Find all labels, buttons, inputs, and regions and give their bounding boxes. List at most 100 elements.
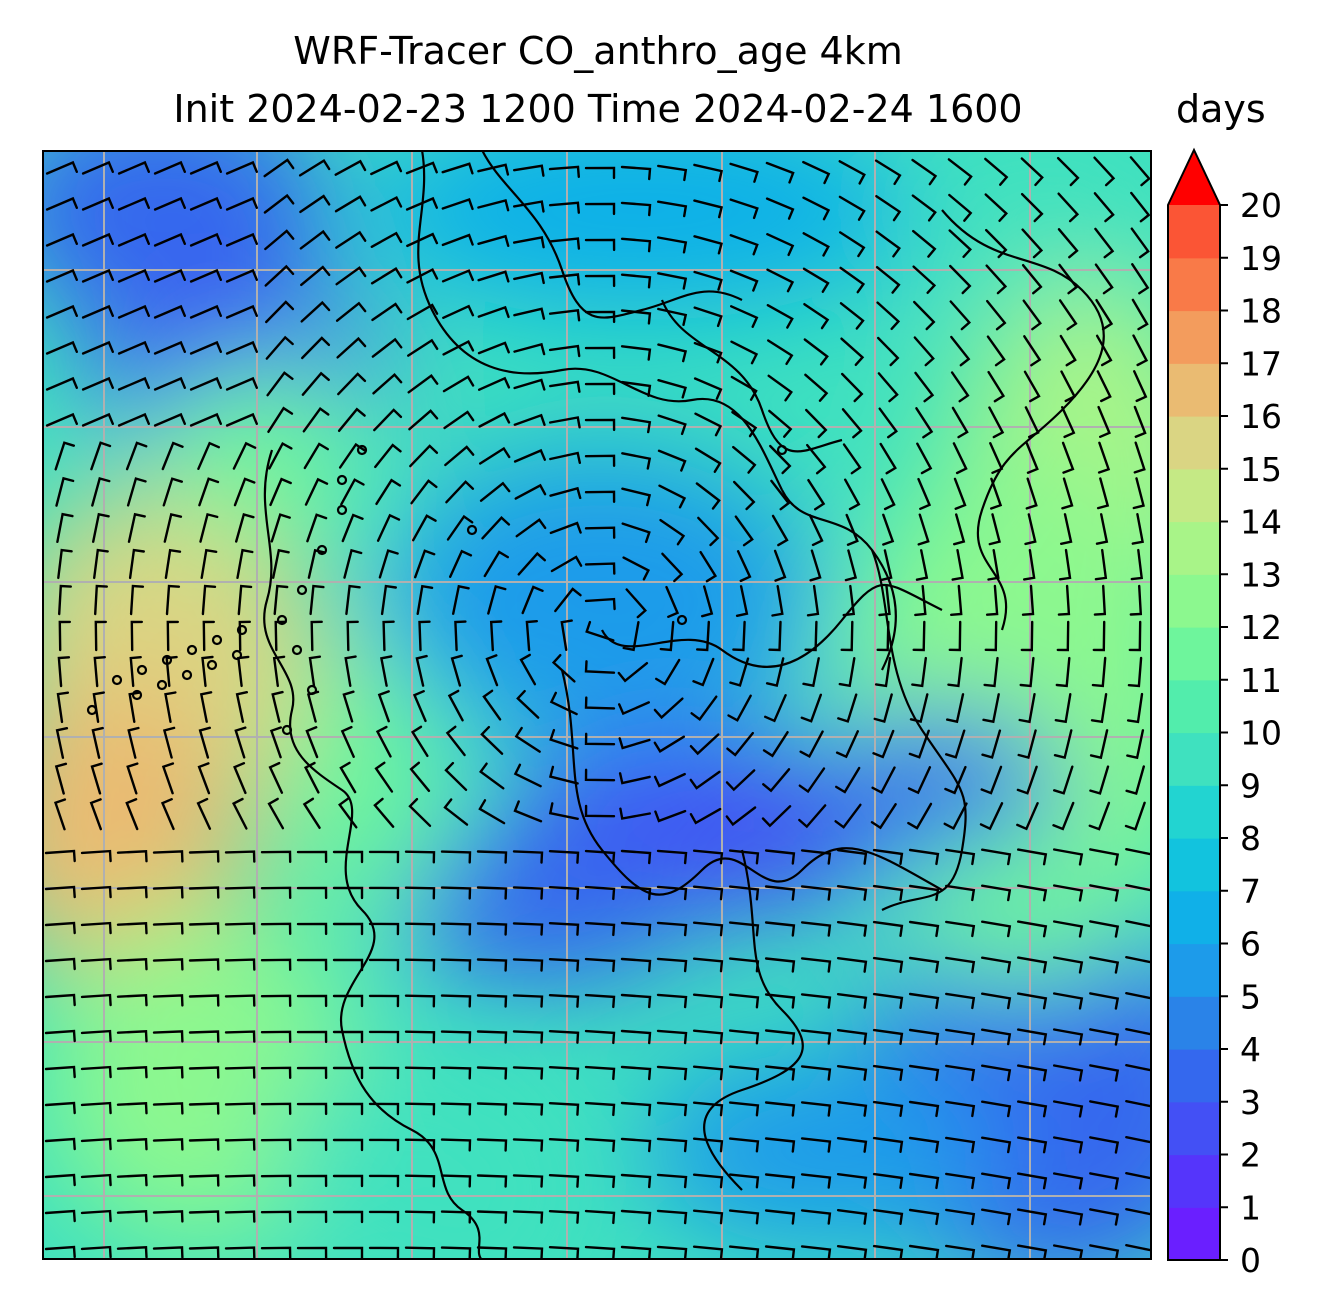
wind-barb bbox=[1057, 228, 1079, 259]
wind-barb bbox=[1091, 656, 1107, 688]
wind-barb bbox=[480, 725, 504, 755]
wind-barb bbox=[584, 993, 616, 1009]
colorbar-swatch bbox=[1168, 838, 1220, 892]
wind-barb bbox=[445, 480, 475, 504]
wind-barb bbox=[584, 166, 616, 180]
wind-barb bbox=[836, 1209, 868, 1225]
wind-barb bbox=[233, 762, 247, 795]
wind-barb bbox=[837, 693, 858, 723]
colorbar-tick-label: 12 bbox=[1240, 608, 1282, 647]
wind-barb bbox=[476, 1102, 508, 1116]
wind-barb bbox=[1093, 156, 1116, 187]
wind-barb bbox=[478, 411, 511, 428]
wind-barb bbox=[92, 691, 105, 723]
wind-barb bbox=[513, 271, 545, 285]
wind-barb bbox=[730, 340, 759, 365]
wind-barb bbox=[309, 584, 325, 616]
wind-barb bbox=[442, 304, 475, 319]
wind-barb bbox=[1056, 620, 1070, 652]
wind-barb bbox=[803, 303, 830, 330]
wind-barb bbox=[946, 693, 965, 724]
wind-barb bbox=[948, 193, 973, 222]
wind-barb bbox=[725, 769, 756, 792]
wind-barb bbox=[981, 956, 1012, 974]
wind-barb bbox=[368, 1066, 400, 1080]
wind-barb bbox=[548, 201, 580, 214]
wind-barb bbox=[332, 922, 364, 936]
wind-barb bbox=[945, 1100, 976, 1118]
wind-barb bbox=[766, 233, 795, 257]
wind-barb bbox=[370, 195, 403, 212]
wind-barb bbox=[296, 1102, 328, 1116]
wind-barb bbox=[1053, 884, 1084, 902]
wind-barb bbox=[302, 797, 321, 829]
wind-barb bbox=[656, 921, 688, 937]
wind-barb bbox=[440, 1066, 472, 1080]
wind-barb bbox=[1053, 1064, 1084, 1082]
wind-barb bbox=[189, 340, 222, 355]
wind-barb bbox=[657, 236, 688, 254]
wind-barb bbox=[656, 1029, 688, 1045]
wind-barb bbox=[728, 885, 760, 901]
wind-barb bbox=[378, 549, 399, 579]
colorbar-swatch bbox=[1168, 1101, 1220, 1156]
wind-barb bbox=[548, 237, 581, 250]
wind-barb bbox=[337, 407, 366, 432]
colorbar-swatch bbox=[1168, 627, 1220, 681]
wind-barb bbox=[1130, 227, 1150, 259]
wind-barb bbox=[264, 229, 295, 251]
wind-barb bbox=[802, 160, 831, 185]
wind-barb bbox=[332, 1138, 364, 1152]
wind-barb bbox=[549, 728, 579, 750]
wind-barb bbox=[116, 922, 148, 935]
wind-barb bbox=[549, 691, 578, 716]
colorbar-swatch bbox=[1168, 521, 1220, 575]
wind-barb bbox=[800, 885, 832, 901]
wind-barb bbox=[701, 585, 714, 618]
wind-barb bbox=[876, 301, 901, 330]
wind-barb bbox=[689, 770, 721, 790]
wind-barb bbox=[1017, 848, 1048, 866]
wind-barb bbox=[584, 202, 616, 216]
wind-barb bbox=[482, 689, 502, 721]
wind-barb bbox=[368, 994, 400, 1008]
wind-barb bbox=[521, 585, 544, 615]
calm-wind-marker bbox=[136, 664, 148, 676]
wind-barb bbox=[584, 1245, 616, 1260]
wind-barb bbox=[476, 1138, 508, 1152]
wind-barb bbox=[339, 761, 357, 794]
wind-barb bbox=[164, 691, 177, 723]
wind-barb bbox=[379, 655, 393, 687]
wind-barb bbox=[80, 1245, 112, 1259]
wind-barb bbox=[945, 920, 976, 938]
wind-barb bbox=[1017, 1100, 1048, 1118]
wind-barb bbox=[1053, 729, 1073, 760]
wind-barb bbox=[730, 305, 759, 328]
wind-barb bbox=[93, 548, 109, 580]
coastline bbox=[481, 150, 743, 319]
wind-barb bbox=[332, 1030, 364, 1044]
colorbar-extend-arrow bbox=[1168, 150, 1220, 205]
coastline bbox=[660, 299, 843, 453]
wind-barb bbox=[693, 270, 723, 291]
wind-barb bbox=[836, 1029, 868, 1045]
wind-barb bbox=[125, 441, 148, 471]
wind-barb bbox=[444, 761, 468, 791]
calm-wind-marker bbox=[776, 444, 788, 456]
wind-barb bbox=[370, 231, 403, 248]
wind-barb bbox=[773, 549, 787, 582]
wind-barb bbox=[189, 232, 222, 247]
wind-barb bbox=[1089, 920, 1120, 938]
wind-barb bbox=[153, 340, 186, 355]
wind-barb bbox=[1021, 584, 1035, 616]
calm-wind-marker bbox=[281, 724, 293, 736]
wind-barb bbox=[80, 1029, 112, 1043]
wind-barb bbox=[153, 376, 186, 391]
wind-barb bbox=[548, 765, 579, 785]
wind-barb bbox=[161, 441, 184, 471]
wind-barb bbox=[981, 1136, 1012, 1154]
calm-wind-marker bbox=[306, 684, 318, 696]
wind-barb bbox=[880, 549, 893, 582]
wind-barb bbox=[732, 445, 757, 474]
calm-wind-marker bbox=[466, 524, 478, 536]
